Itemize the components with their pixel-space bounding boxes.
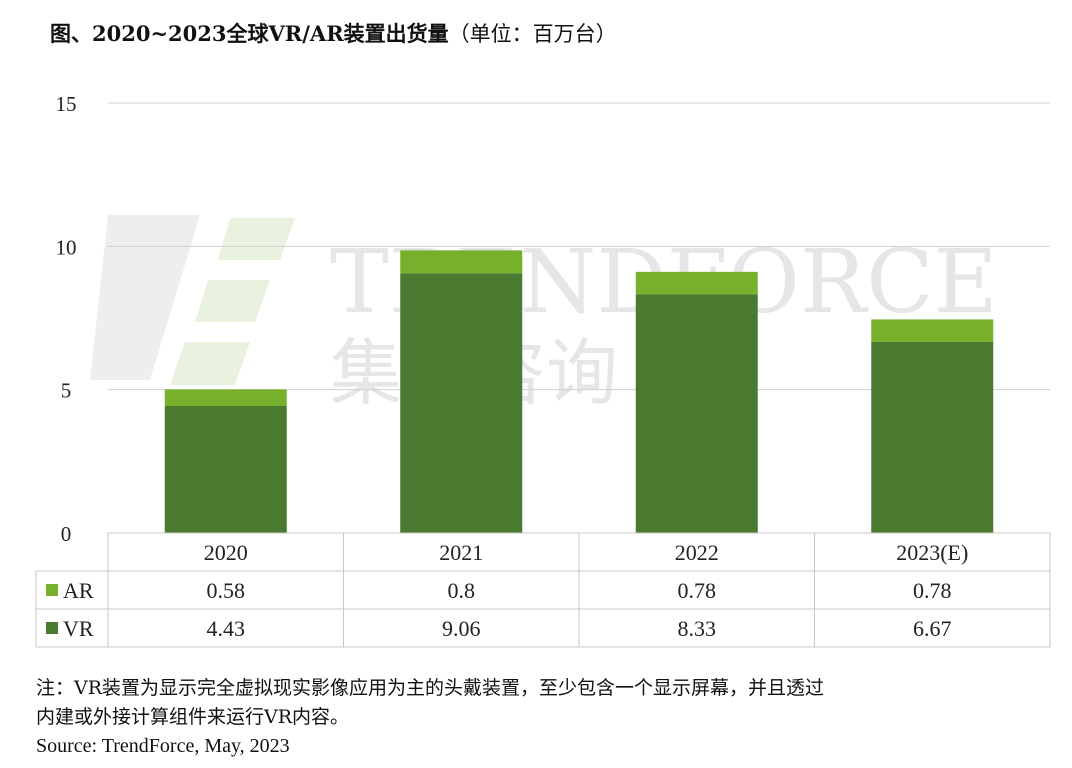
legend-swatch-ar: [46, 584, 58, 596]
watermark-logo-icon: [90, 215, 200, 380]
chart-unit-text: （单位：百万台）: [448, 22, 617, 46]
x-tick-label: 2023(E): [896, 540, 968, 565]
data-label-vr: 9.06: [442, 616, 481, 641]
bar-vr-2022: [635, 294, 758, 533]
note-line-1: 注：VR装置为显示完全虚拟现实影像应用为主的头戴装置，至少包含一个显示屏幕，并且…: [36, 677, 825, 699]
notes: 注：VR装置为显示完全虚拟现实影像应用为主的头戴装置，至少包含一个显示屏幕，并且…: [36, 674, 1046, 761]
data-label-vr: 4.43: [207, 616, 246, 641]
bar-vr-2020: [164, 406, 287, 533]
bar-ar-2023(E): [871, 319, 994, 342]
bar-ar-2022: [635, 271, 758, 295]
legend-label-vr: VR: [63, 616, 94, 641]
bars: [164, 250, 994, 533]
x-tick-label: 2022: [675, 540, 719, 565]
y-tick-label: 0: [61, 522, 72, 546]
x-tick-label: 2021: [439, 540, 483, 565]
bar-ar-2021: [400, 250, 523, 274]
note-line-2: 内建或外接计算组件来运行VR内容。: [36, 706, 350, 728]
legend-label-ar: AR: [63, 578, 94, 603]
bar-ar-2020: [164, 389, 287, 407]
x-tick-label: 2020: [204, 540, 248, 565]
data-label-ar: 0.58: [207, 578, 246, 603]
stacked-bar-chart: TRENDFORCE 集邦咨询 0 5 10 15 2020 2021 2022 2023(…: [35, 92, 1051, 648]
data-label-vr: 8.33: [678, 616, 717, 641]
legend-swatch-vr: [46, 622, 58, 634]
bar-vr-2021: [400, 273, 523, 533]
y-tick-label: 5: [61, 379, 72, 403]
data-label-vr: 6.67: [913, 616, 952, 641]
bar-vr-2023(E): [871, 341, 994, 533]
chart-title-text: 图、2020~2023全球VR/AR装置出货量: [50, 21, 449, 46]
y-axis-ticks: 0 5 10 15: [56, 92, 77, 546]
data-label-ar: 0.78: [913, 578, 952, 603]
y-tick-label: 10: [56, 235, 77, 259]
data-label-ar: 0.8: [448, 578, 476, 603]
source-line: Source: TrendForce, May, 2023: [36, 735, 290, 757]
chart-title: 图、2020~2023全球VR/AR装置出货量（单位：百万台）: [50, 18, 617, 48]
watermark-logo-icon-2: [170, 218, 295, 385]
data-table: 2020 2021 2022 2023(E) AR 0.58 0.8 0.78 0.78 VR 4.…: [35, 532, 1051, 648]
watermark: TRENDFORCE 集邦咨询: [90, 215, 998, 415]
y-tick-label: 15: [56, 92, 77, 116]
data-label-ar: 0.78: [678, 578, 717, 603]
